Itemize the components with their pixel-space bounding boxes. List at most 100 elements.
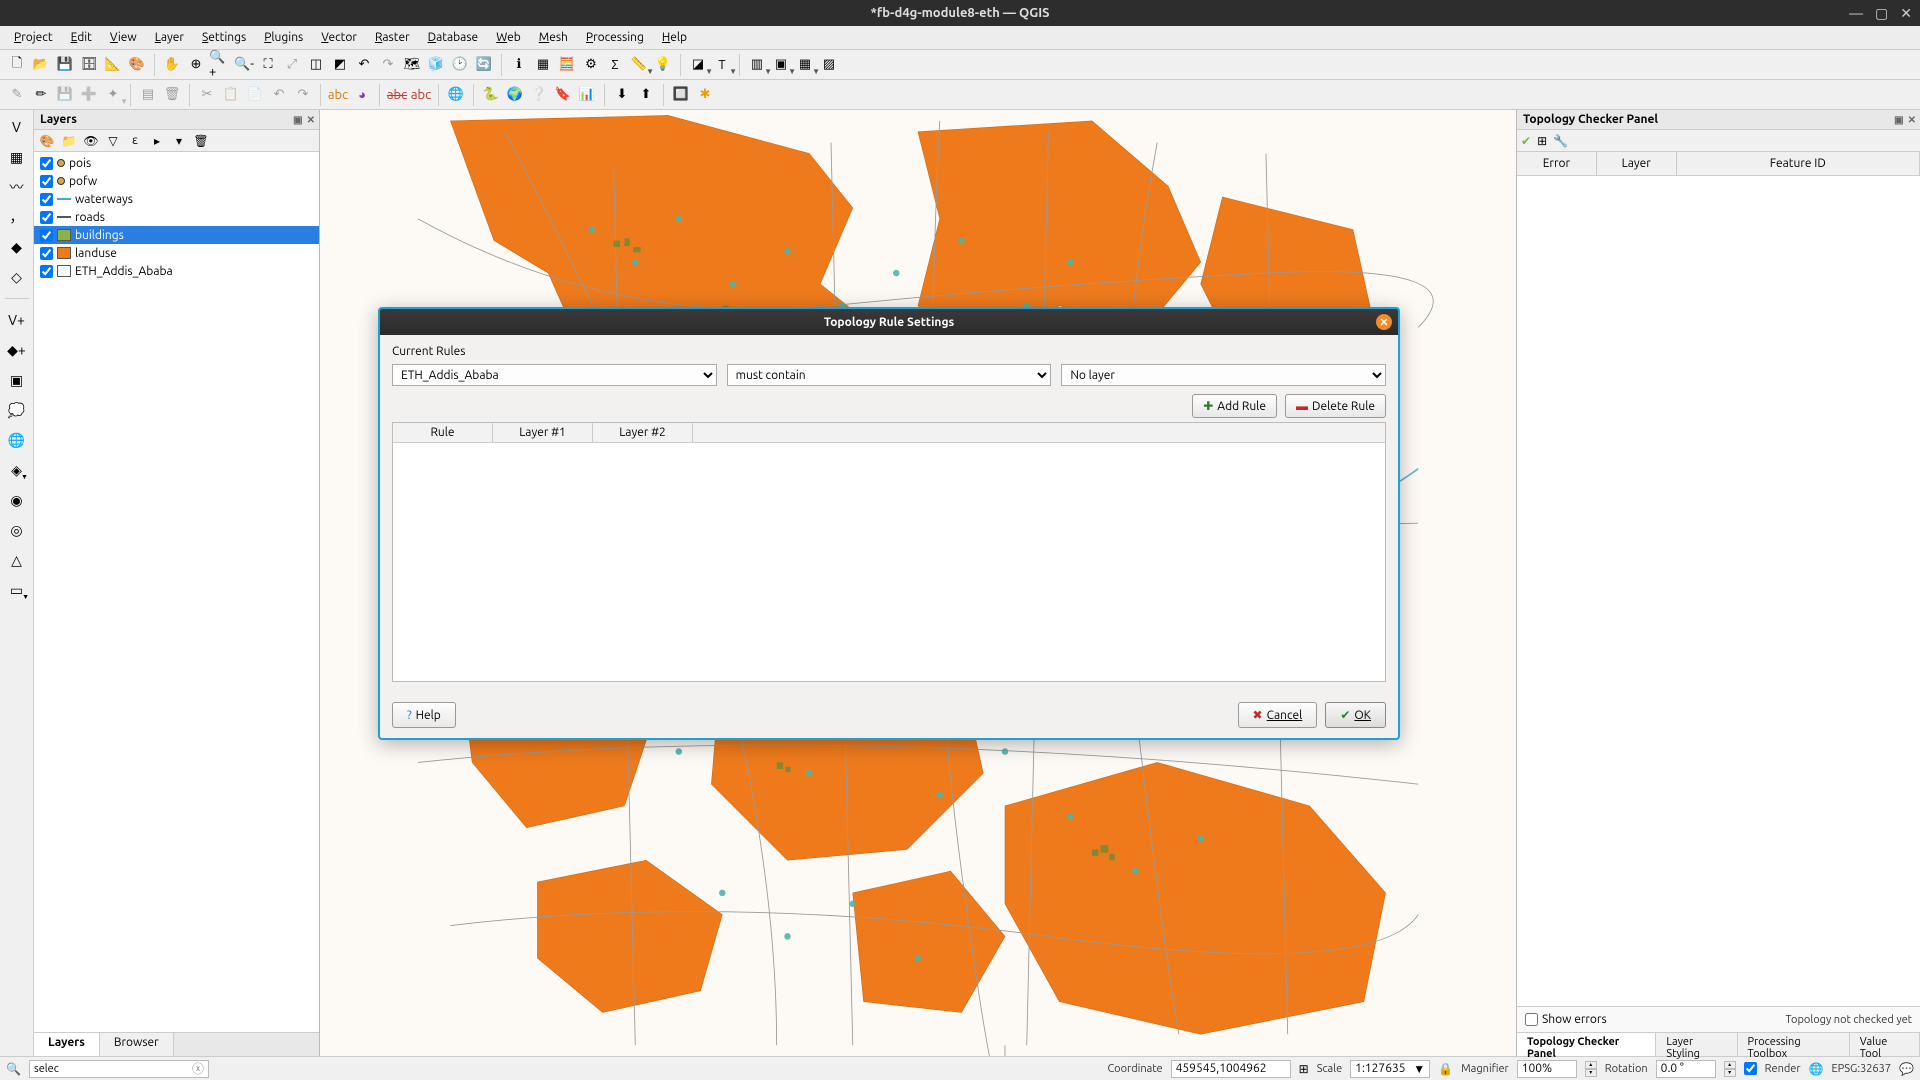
add-group-icon[interactable]: 📁 — [60, 132, 78, 150]
menu-plugins[interactable]: Plugins — [256, 29, 311, 46]
metasearch-icon[interactable]: 🌐 — [445, 84, 467, 106]
close-window-button[interactable]: ✕ — [1900, 5, 1912, 22]
zoom-layer-icon[interactable]: ◩ — [329, 54, 351, 76]
minimize-button[interactable]: — — [1849, 5, 1863, 22]
rotation-up[interactable]: ▴ — [1724, 1061, 1736, 1069]
single-label-icon[interactable]: abc — [410, 84, 432, 106]
rule-layer2-select[interactable]: No layer — [1061, 364, 1386, 386]
locator-icon[interactable]: 🔍 — [6, 1062, 21, 1076]
virtual-layer-icon[interactable]: ◇ — [4, 264, 30, 290]
validate-extent-icon[interactable]: ⊞ — [1537, 134, 1547, 148]
configure-rules-icon[interactable]: 🔧 — [1553, 134, 1568, 148]
topology-checker-icon[interactable]: ✱ — [694, 84, 716, 106]
rules-column-rule[interactable]: Rule — [393, 423, 493, 442]
crs-icon[interactable]: 🌐 — [1809, 1062, 1824, 1076]
zoom-out-icon[interactable]: 🔍- — [233, 54, 255, 76]
locator-search-input[interactable] — [34, 1063, 192, 1075]
xyz-icon[interactable]: ◈▼ — [4, 457, 30, 483]
messages-icon[interactable]: 💬 — [1899, 1062, 1914, 1076]
layer-visibility-checkbox[interactable] — [40, 229, 53, 242]
render-checkbox[interactable] — [1744, 1062, 1757, 1075]
wcs-icon[interactable]: ◉ — [4, 487, 30, 513]
menu-database[interactable]: Database — [420, 29, 487, 46]
right-tab-processing-toolbox[interactable]: Processing Toolbox — [1738, 1033, 1850, 1056]
coordinate-value[interactable]: 459545,1004962 — [1171, 1060, 1291, 1078]
plugin-manager-icon[interactable]: 🌍 — [504, 84, 526, 106]
layer-row-waterways[interactable]: waterways — [34, 190, 319, 208]
help-button[interactable]: ?Help — [392, 702, 456, 728]
layer-visibility-checkbox[interactable] — [40, 175, 53, 188]
menu-raster[interactable]: Raster — [367, 29, 418, 46]
field-calc-icon[interactable]: 🧮 — [556, 54, 578, 76]
wms-icon[interactable]: 🌐 — [4, 427, 30, 453]
show-errors-checkbox[interactable] — [1525, 1013, 1538, 1026]
help-icon[interactable]: ❔ — [528, 84, 550, 106]
layer-row-pofw[interactable]: pofw — [34, 172, 319, 190]
rotation-spinbox[interactable]: 0.0 ° — [1656, 1060, 1716, 1078]
ok-button[interactable]: ✔OK — [1325, 702, 1386, 728]
new-map-view-icon[interactable]: 🗺 — [401, 54, 423, 76]
layer-visibility-checkbox[interactable] — [40, 265, 53, 278]
rule-layer1-select[interactable]: ETH_Addis_Ababa — [392, 364, 717, 386]
georeferencer-icon[interactable]: 🔲 — [670, 84, 692, 106]
diagram-icon[interactable]: ◕ — [351, 84, 373, 106]
osm-upload-icon[interactable]: ⬆ — [635, 84, 657, 106]
filter-layers-icon[interactable]: ▽ — [104, 132, 122, 150]
undock-panel-icon[interactable]: ▣ — [293, 114, 302, 126]
rules-column-layer-1[interactable]: Layer #1 — [493, 423, 593, 442]
remove-layer-icon[interactable]: 🗑 — [192, 132, 210, 150]
toolbox-icon[interactable]: ⚙ — [580, 54, 602, 76]
mssql-icon[interactable]: ▭▼ — [4, 577, 30, 603]
arcgis-icon[interactable]: △ — [4, 547, 30, 573]
topology-column-error[interactable]: Error — [1517, 152, 1597, 175]
open-project-icon[interactable]: 📂 — [30, 54, 52, 76]
dialog-titlebar[interactable]: Topology Rule Settings ✕ — [380, 309, 1398, 335]
menu-settings[interactable]: Settings — [194, 29, 254, 46]
menu-edit[interactable]: Edit — [63, 29, 100, 46]
menu-vector[interactable]: Vector — [313, 29, 365, 46]
tab-layers[interactable]: Layers — [34, 1033, 100, 1056]
annotation-icon[interactable]: T▼ — [711, 54, 733, 76]
cancel-button[interactable]: ✖Cancel — [1238, 702, 1318, 728]
validate-all-icon[interactable]: ✔ — [1521, 134, 1531, 148]
osm-download-icon[interactable]: ⬇ — [611, 84, 633, 106]
zoom-last-icon[interactable]: ↶ — [353, 54, 375, 76]
layer-row-landuse[interactable]: landuse — [34, 244, 319, 262]
close-topology-icon[interactable]: ✕ — [1908, 114, 1916, 126]
new-spatialite-icon[interactable]: ◆+ — [4, 337, 30, 363]
refresh-icon[interactable]: 🔄 — [473, 54, 495, 76]
rule-predicate-select[interactable]: must contain — [727, 364, 1052, 386]
right-tab-layer-styling[interactable]: Layer Styling — [1656, 1033, 1737, 1056]
layer-visibility-checkbox[interactable] — [40, 247, 53, 260]
menu-web[interactable]: Web — [488, 29, 529, 46]
maximize-button[interactable]: ▢ — [1875, 5, 1888, 22]
zoom-in-icon[interactable]: 🔍+ — [209, 54, 231, 76]
crs-label[interactable]: EPSG:32637 — [1832, 1063, 1892, 1075]
statistics-icon[interactable]: Σ — [604, 54, 626, 76]
close-panel-icon[interactable]: ✕ — [307, 114, 315, 126]
magnifier-spinbox[interactable]: 100% — [1517, 1060, 1577, 1078]
layer-visibility-checkbox[interactable] — [40, 211, 53, 224]
pan-icon[interactable]: ✋ — [161, 54, 183, 76]
topology-column-feature-id[interactable]: Feature ID — [1677, 152, 1920, 175]
scale-combo[interactable]: 1:127635▼ — [1350, 1060, 1430, 1078]
python-console-icon[interactable]: 🐍 — [480, 84, 502, 106]
save-project-icon[interactable]: 💾 — [54, 54, 76, 76]
clear-search-icon[interactable]: ⓧ — [192, 1060, 204, 1077]
tab-browser[interactable]: Browser — [100, 1033, 174, 1056]
layer-visibility-checkbox[interactable] — [40, 157, 53, 170]
vector-layer-icon[interactable]: V — [4, 114, 30, 140]
new-3d-view-icon[interactable]: 🧊 — [425, 54, 447, 76]
layer-styling-icon[interactable]: 🎨 — [38, 132, 56, 150]
mesh-layer-icon[interactable]: 〰 — [4, 174, 30, 200]
lock-scale-icon[interactable]: 🔒 — [1438, 1062, 1453, 1076]
add-rule-button[interactable]: ✚Add Rule — [1192, 394, 1277, 418]
new-project-icon[interactable]: 🗋 — [6, 54, 28, 76]
zoom-native-icon[interactable]: ⛶ — [257, 54, 279, 76]
new-memory-icon[interactable]: 💭 — [4, 397, 30, 423]
expression-filter-icon[interactable]: ε — [126, 132, 144, 150]
magnifier-up[interactable]: ▴ — [1585, 1061, 1597, 1069]
layer-visibility-icon[interactable]: 👁 — [82, 132, 100, 150]
spatialite-icon[interactable]: ◆ — [4, 234, 30, 260]
data-source-icon[interactable]: 📊 — [576, 84, 598, 106]
